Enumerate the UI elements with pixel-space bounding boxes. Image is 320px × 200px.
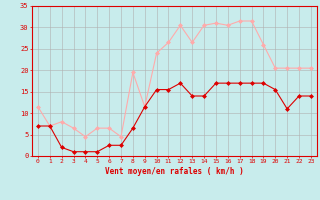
X-axis label: Vent moyen/en rafales ( km/h ): Vent moyen/en rafales ( km/h ): [105, 167, 244, 176]
